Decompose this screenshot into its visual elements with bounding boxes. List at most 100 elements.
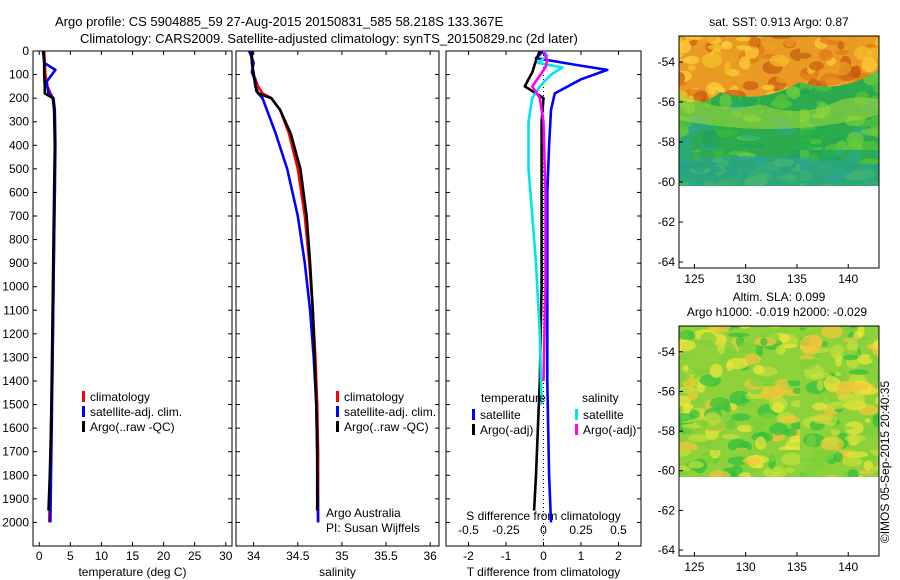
legend-swatch — [575, 409, 578, 420]
y-tick-label: 1500 — [2, 398, 29, 412]
x-axis-label: T difference from climatology — [467, 565, 621, 579]
legend-swatch — [575, 424, 578, 435]
y-tick-label: 600 — [9, 185, 29, 199]
legend-label: satellite — [583, 408, 624, 422]
x-tick-label: 35.5 — [374, 549, 398, 563]
y-tick-label: 500 — [9, 162, 29, 176]
x-tick-label: 20 — [157, 549, 171, 563]
legend-swatch — [82, 406, 85, 417]
y-tick-label: -54 — [658, 345, 676, 359]
legend-label: climatology — [90, 390, 150, 404]
legend-label: Argo(..raw -QC) — [344, 420, 429, 434]
map-sst-title: sat. SST: 0.913 Argo: 0.87 — [709, 15, 849, 29]
no-data-area — [679, 477, 879, 556]
legend-swatch — [472, 409, 475, 420]
y-tick-label: 1100 — [3, 303, 29, 317]
y-tick-label: -56 — [658, 384, 676, 398]
legend-swatch — [472, 424, 475, 435]
sla-texture — [679, 326, 879, 477]
x-tick-label: 15 — [126, 549, 140, 563]
y-tick-label: -62 — [658, 503, 676, 517]
y-tick-label: 1900 — [2, 492, 29, 506]
y-tick-label: 1000 — [2, 280, 29, 294]
x-tick-label: 30 — [219, 549, 233, 563]
salinity-tick-label: 0.25 — [569, 523, 593, 537]
profile-panel-3: -2 -1 0 1 2 T difference from climatology -0.5… — [445, 50, 642, 579]
credit-line-1: Argo Australia — [326, 506, 401, 520]
series-line-4 — [531, 50, 549, 382]
sst-front — [679, 92, 879, 129]
y-tick-label: 1400 — [2, 374, 29, 388]
y-tick-label: -62 — [658, 215, 676, 229]
x-tick-label: 36 — [423, 549, 437, 563]
no-data-area — [679, 186, 879, 268]
credit-line-2: PI: Susan Wijffels — [326, 521, 420, 535]
salinity-tick-label: -0.25 — [492, 523, 520, 537]
legend-swatch — [82, 391, 85, 402]
y-tick-label: 1700 — [2, 445, 29, 459]
y-tick-label: 900 — [9, 256, 29, 270]
y-tick-label: 100 — [9, 68, 29, 82]
map-sla-title-1: Altim. SLA: 0.099 — [733, 290, 826, 304]
map-frame — [678, 325, 880, 557]
y-tick-label: 2000 — [2, 515, 29, 529]
y-tick-label: -54 — [658, 55, 676, 69]
x-axis-label: temperature (deg C) — [78, 565, 186, 579]
x-tick-label: 34.5 — [286, 549, 310, 563]
x-tick-label: 125 — [684, 272, 704, 286]
sst-warm-texture — [679, 36, 879, 103]
y-tick-label: 400 — [9, 138, 29, 152]
y-tick-label: -60 — [658, 464, 676, 478]
legend-label: Argo(..raw -QC) — [90, 420, 175, 434]
salinity-tick-label: 0 — [540, 523, 547, 537]
salinity-axis-label: S difference from climatology — [466, 509, 621, 523]
legend-header: salinity — [582, 391, 619, 405]
x-tick-label: 2 — [615, 549, 622, 563]
y-tick-label: -58 — [658, 135, 676, 149]
x-tick-label: 125 — [684, 560, 704, 574]
legend-label: Argo(-adj) — [480, 423, 533, 437]
x-tick-label: 25 — [188, 549, 202, 563]
x-tick-label: -1 — [501, 549, 512, 563]
x-tick-label: 130 — [736, 560, 756, 574]
y-tick-label: 1800 — [2, 468, 29, 482]
timestamp-stamp: ©IMOS 05-Sep-2015 20:40:35 — [878, 381, 892, 544]
plot-frame — [235, 50, 440, 547]
y-tick-label: 200 — [9, 91, 29, 105]
header-line-1: Argo profile: CS 5904885_59 27-Aug-2015 … — [55, 14, 503, 29]
series-line-3 — [250, 51, 319, 511]
map-frame — [678, 35, 880, 269]
x-tick-label: 130 — [736, 272, 756, 286]
x-tick-label: 140 — [838, 272, 858, 286]
legend-label: satellite — [480, 408, 521, 422]
plot-frame — [32, 50, 233, 547]
x-axis-label: salinity — [319, 565, 356, 579]
y-tick-label: 800 — [9, 233, 29, 247]
y-tick-label: -60 — [658, 175, 676, 189]
series-line-3 — [527, 50, 564, 405]
legend-label: satellite-adj. clim. — [90, 405, 182, 419]
series-line-3 — [42, 50, 57, 511]
profile-panel-1: 0 5 10 15 20 25 30 temperature (deg C) 0 100 200 30… — [2, 44, 232, 579]
legend-label: satellite-adj. clim. — [344, 405, 436, 419]
y-tick-label: -64 — [658, 255, 676, 269]
y-tick-label: 1600 — [2, 421, 29, 435]
y-tick-label: 0 — [22, 44, 29, 58]
x-tick-label: 1 — [578, 549, 585, 563]
legend-swatch — [336, 421, 339, 432]
legend-swatch — [336, 391, 339, 402]
y-tick-label: -58 — [658, 424, 676, 438]
legend-label: Argo(-adj) — [583, 423, 636, 437]
salinity-tick-label: 0.5 — [610, 523, 627, 537]
series-line-1 — [534, 50, 609, 523]
x-tick-label: 0 — [36, 549, 43, 563]
legend-header: temperature — [481, 391, 546, 405]
x-tick-label: 34 — [247, 549, 261, 563]
y-tick-label: -64 — [658, 543, 676, 557]
map-sla: 125 130 135 140 -54 -56 -58 -60 -62 -64 — [658, 325, 880, 574]
y-tick-label: 300 — [9, 115, 29, 129]
y-tick-label: 1200 — [2, 327, 29, 341]
